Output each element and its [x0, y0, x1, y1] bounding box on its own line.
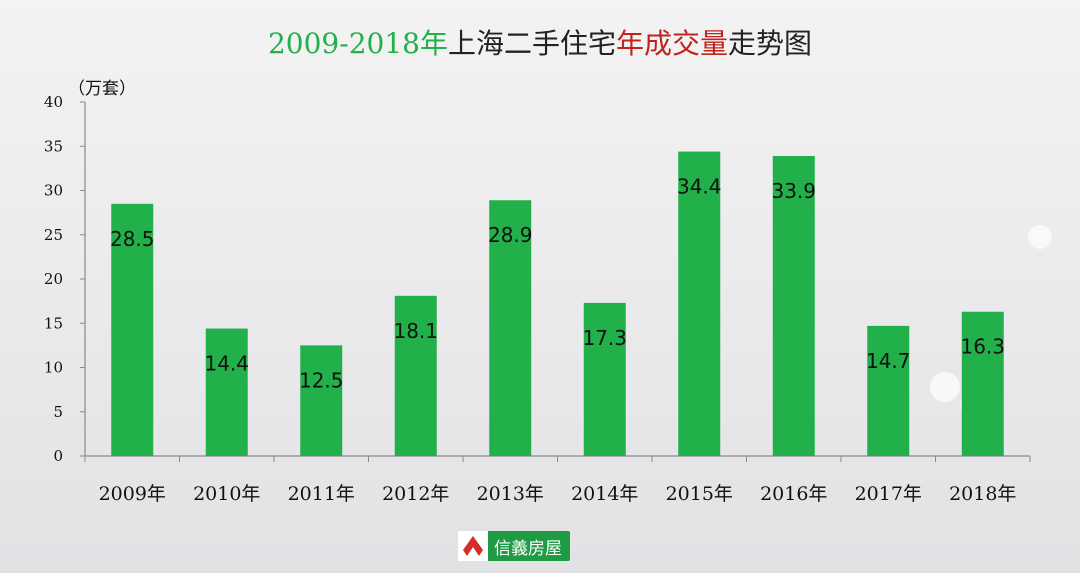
chart-title: 2009-2018年上海二手住宅年成交量走势图 [0, 22, 1080, 62]
bar-value-label: 14.4 [204, 352, 249, 376]
y-tick-label: 35 [44, 137, 63, 155]
x-tick-label: 2010年 [193, 483, 260, 505]
title-suffix: 走势图 [728, 27, 813, 60]
decor-dot [930, 372, 960, 402]
bar-value-label: 12.5 [299, 368, 344, 392]
bar [583, 302, 626, 456]
bar-value-label: 34.4 [677, 175, 722, 199]
x-tick-label: 2015年 [666, 483, 733, 505]
bar [111, 203, 154, 456]
decor-dot [1028, 225, 1052, 249]
x-tick-label: 2012年 [382, 483, 449, 505]
bar [678, 151, 721, 456]
brand-logo-text: 信義房屋 [494, 538, 562, 559]
bar [867, 325, 910, 456]
bar-value-label: 28.5 [110, 227, 155, 251]
y-tick-label: 30 [44, 182, 63, 200]
bar-value-label: 18.1 [393, 319, 438, 343]
bar [772, 155, 815, 457]
bar-value-label: 28.9 [488, 223, 533, 247]
bar-value-label: 16.3 [960, 335, 1005, 359]
brand-logo: 信義房屋 [458, 531, 570, 561]
brand-logo-icon [458, 531, 488, 561]
x-tick-label: 2018年 [949, 483, 1016, 505]
x-tick-label: 2009年 [99, 483, 166, 505]
bar [489, 200, 532, 456]
title-years: 2009-2018年 [267, 27, 448, 60]
y-tick-label: 0 [53, 447, 63, 465]
x-tick-label: 2011年 [288, 483, 355, 505]
bar-chart: 0 5 10 15 20 25 30 35 40 28.5 2009年 14.4 2010年 12.5 20… [44, 93, 1031, 505]
bar [961, 311, 1004, 456]
title-metric: 年成交量 [615, 27, 728, 60]
bar-value-label: 33.9 [771, 179, 816, 203]
y-tick-label: 15 [44, 314, 63, 332]
y-tick-label: 25 [44, 226, 63, 244]
bar [394, 295, 437, 456]
y-tick-label: 10 [44, 359, 63, 377]
x-tick-label: 2013年 [477, 483, 544, 505]
title-subject: 上海二手住宅 [447, 27, 616, 60]
x-tick-label: 2014年 [571, 483, 638, 505]
x-tick-label: 2016年 [760, 483, 827, 505]
y-tick-label: 5 [53, 403, 63, 421]
bar-value-label: 14.7 [866, 349, 911, 373]
bar-value-label: 17.3 [582, 326, 627, 350]
y-tick-label: 40 [44, 93, 63, 111]
y-axis-unit-label: （万套） [68, 79, 136, 99]
bar [205, 328, 248, 456]
y-tick-label: 20 [44, 270, 63, 288]
x-tick-label: 2017年 [855, 483, 922, 505]
bar [300, 345, 343, 456]
